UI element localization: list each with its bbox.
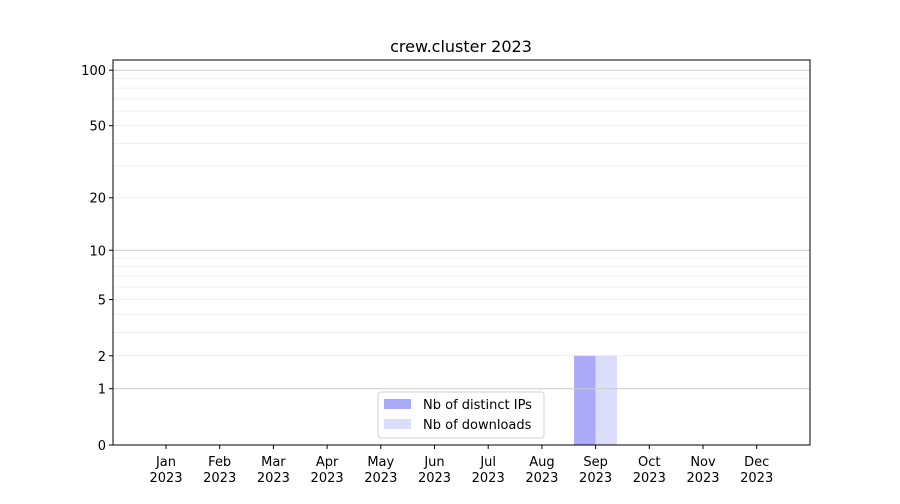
legend-swatch bbox=[384, 399, 411, 409]
x-tick-label: Jul 2023 bbox=[472, 455, 505, 486]
x-tick-label: Dec 2023 bbox=[740, 455, 773, 486]
y-tick-label: 50 bbox=[89, 120, 106, 135]
legend-box bbox=[377, 391, 545, 439]
legend-label: Nb of downloads bbox=[423, 418, 532, 433]
x-tick-label: Aug 2023 bbox=[525, 455, 558, 486]
chart-title: crew.cluster 2023 bbox=[390, 37, 532, 56]
x-tick-label: Jan 2023 bbox=[149, 455, 182, 486]
y-tick-label: 5 bbox=[98, 293, 106, 308]
y-tick-label: 10 bbox=[89, 244, 106, 259]
x-tick-label: Nov 2023 bbox=[686, 455, 719, 486]
bar-downloads bbox=[595, 355, 618, 445]
y-tick-label: 20 bbox=[89, 192, 106, 207]
x-tick-label: Sep 2023 bbox=[579, 455, 612, 486]
y-tick-label: 1 bbox=[98, 383, 106, 398]
x-tick-label: Feb 2023 bbox=[203, 455, 236, 486]
y-tick-label: 0 bbox=[98, 439, 106, 454]
plot-frame bbox=[112, 59, 811, 446]
legend-swatch bbox=[384, 419, 411, 429]
x-tick-label: Apr 2023 bbox=[311, 455, 344, 486]
bar-distinct-ips bbox=[574, 355, 596, 445]
x-tick-label: May 2023 bbox=[364, 455, 397, 486]
legend: Nb of distinct IPs Nb of downloads bbox=[377, 391, 545, 439]
legend-label: Nb of distinct IPs bbox=[423, 398, 532, 413]
x-tick-label: Jun 2023 bbox=[418, 455, 451, 486]
y-tick-label: 2 bbox=[98, 350, 106, 365]
x-tick-label: Oct 2023 bbox=[633, 455, 666, 486]
x-tick-label: Mar 2023 bbox=[257, 455, 290, 486]
y-tick-label: 100 bbox=[81, 64, 106, 79]
